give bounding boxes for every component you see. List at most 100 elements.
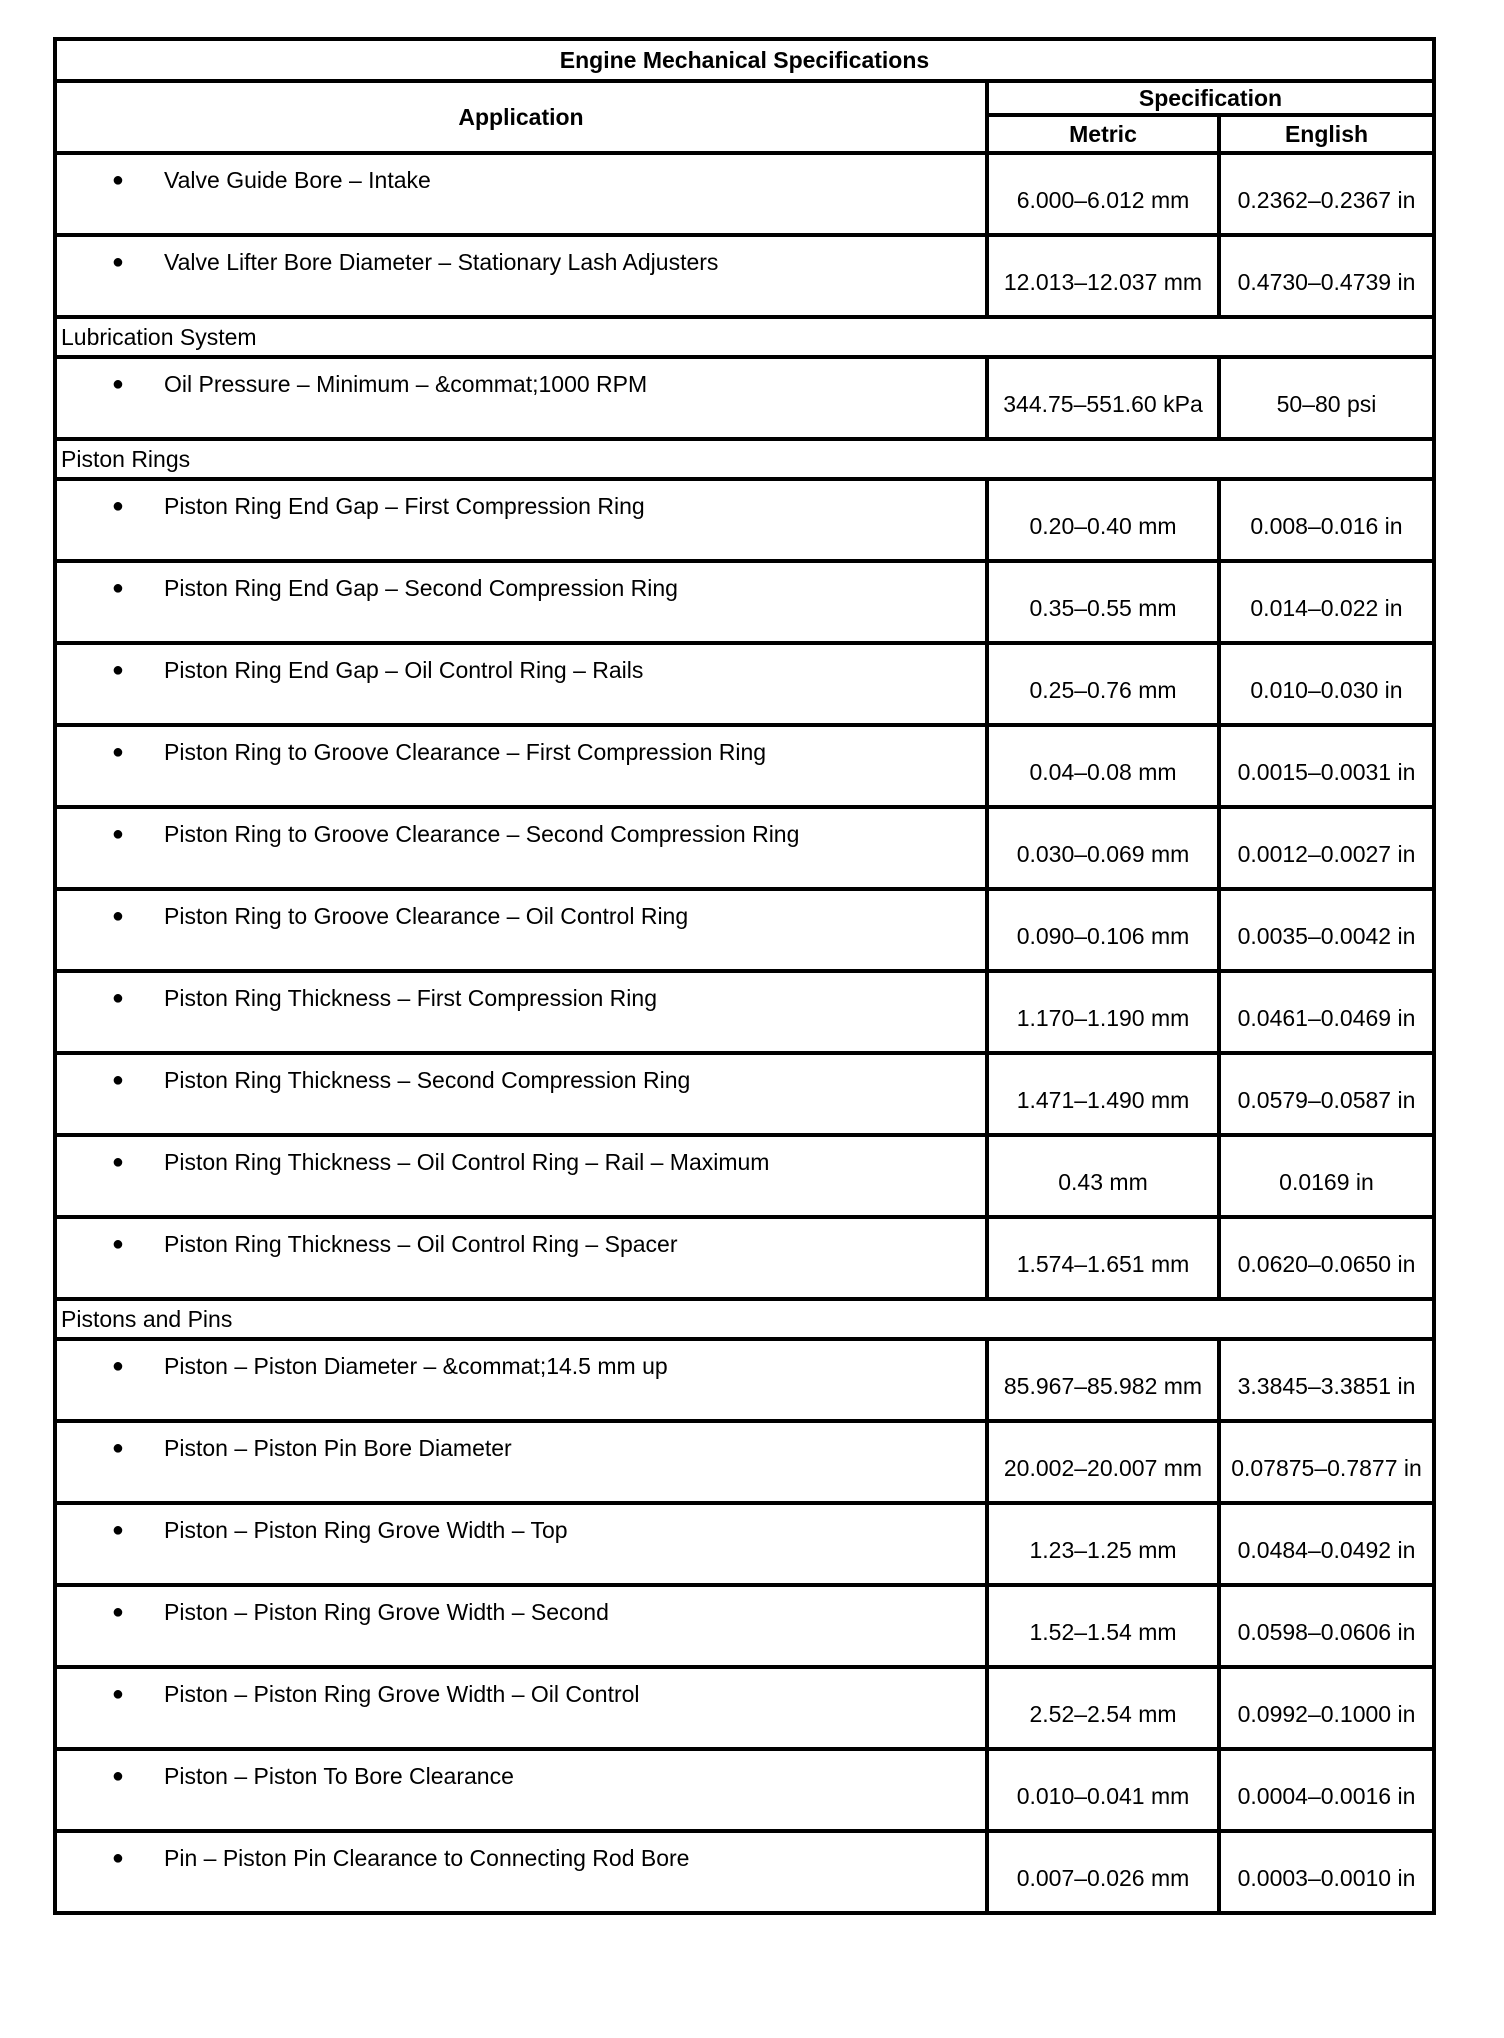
english-value: 0.008–0.016 in [1217, 477, 1436, 563]
table-row: ● Piston Ring to Groove Clearance – Secon… [53, 805, 1436, 891]
table-row: ● Piston Ring End Gap – First Compression… [53, 477, 1436, 563]
metric-value: 344.75–551.60 kPa [985, 355, 1221, 441]
application-text: Piston Ring End Gap – Second Compression… [164, 575, 678, 601]
bullet-icon: ● [111, 1765, 124, 1787]
bullet-icon: ● [111, 1437, 124, 1459]
english-value: 0.0012–0.0027 in [1217, 805, 1436, 891]
english-value: 0.0620–0.0650 in [1217, 1215, 1436, 1301]
english-value: 0.010–0.030 in [1217, 641, 1436, 727]
metric-value: 1.574–1.651 mm [985, 1215, 1221, 1301]
english-value: 0.2362–0.2367 in [1217, 151, 1436, 237]
table-row: ● Piston Ring Thickness – Oil Control Rin… [53, 1215, 1436, 1301]
section-title: Piston Rings [53, 437, 1436, 481]
table-row: ● Valve Lifter Bore Diameter – Stationary… [53, 233, 1436, 319]
section-row: Lubrication System [53, 315, 1436, 359]
engine-specifications-table: Engine Mechanical Specifications Applica… [53, 37, 1436, 1915]
table-row: ● Piston – Piston Pin Bore Diameter 20.002… [53, 1419, 1436, 1505]
application-cell: ● Piston – Piston Ring Grove Width – Seco… [53, 1583, 989, 1669]
bullet-icon: ● [111, 823, 124, 845]
application-text: Piston – Piston Pin Bore Diameter [164, 1435, 512, 1461]
bullet-icon: ● [111, 1683, 124, 1705]
application-text: Piston – Piston To Bore Clearance [164, 1763, 514, 1789]
metric-value: 20.002–20.007 mm [985, 1419, 1221, 1505]
table-row: ● Piston Ring Thickness – Oil Control Rin… [53, 1133, 1436, 1219]
table-row: ● Piston Ring Thickness – First Compressi… [53, 969, 1436, 1055]
metric-value: 1.23–1.25 mm [985, 1501, 1221, 1587]
bullet-icon: ● [111, 659, 124, 681]
table-row: ● Piston – Piston Diameter – &commat;14.5… [53, 1337, 1436, 1423]
table-row: ● Piston Ring Thickness – Second Compress… [53, 1051, 1436, 1137]
application-text: Piston Ring to Groove Clearance – First … [164, 739, 767, 765]
table-title: Engine Mechanical Specifications [53, 37, 1436, 83]
application-text: Valve Lifter Bore Diameter – Stationary … [164, 249, 719, 275]
application-cell: ● Piston – Piston Ring Grove Width – Top [53, 1501, 989, 1587]
application-cell: ● Valve Guide Bore – Intake [53, 151, 989, 237]
table-row: ● Piston Ring End Gap – Oil Control Ring … [53, 641, 1436, 727]
metric-value: 0.090–0.106 mm [985, 887, 1221, 973]
header-metric: Metric [985, 113, 1221, 155]
table-row: ● Piston Ring to Groove Clearance – Oil C… [53, 887, 1436, 973]
english-value: 0.4730–0.4739 in [1217, 233, 1436, 319]
english-value: 3.3845–3.3851 in [1217, 1337, 1436, 1423]
application-text: Piston Ring End Gap – First Compression … [164, 493, 645, 519]
english-value: 0.0461–0.0469 in [1217, 969, 1436, 1055]
english-value: 0.014–0.022 in [1217, 559, 1436, 645]
metric-value: 1.170–1.190 mm [985, 969, 1221, 1055]
bullet-icon: ● [111, 1233, 124, 1255]
application-cell: ● Piston – Piston Diameter – &commat;14.5… [53, 1337, 989, 1423]
table-row: ● Piston – Piston To Bore Clearance 0.010–… [53, 1747, 1436, 1833]
table-row: ● Oil Pressure – Minimum – &commat;1000 R… [53, 355, 1436, 441]
table-row: ● Pin – Piston Pin Clearance to Connectin… [53, 1829, 1436, 1915]
table-row: ● Valve Guide Bore – Intake 6.000–6.012 mm… [53, 151, 1436, 237]
bullet-icon: ● [111, 1151, 124, 1173]
application-cell: ● Piston Ring to Groove Clearance – Oil C… [53, 887, 989, 973]
metric-value: 0.030–0.069 mm [985, 805, 1221, 891]
section-row: Pistons and Pins [53, 1297, 1436, 1341]
table-row: ● Piston Ring to Groove Clearance – First… [53, 723, 1436, 809]
bullet-icon: ● [111, 1519, 124, 1541]
metric-value: 12.013–12.037 mm [985, 233, 1221, 319]
application-text: Piston – Piston Diameter – &commat;14.5 … [164, 1353, 668, 1379]
header-application: Application [53, 79, 989, 155]
application-cell: ● Pin – Piston Pin Clearance to Connectin… [53, 1829, 989, 1915]
metric-value: 0.010–0.041 mm [985, 1747, 1221, 1833]
application-text: Piston – Piston Ring Grove Width – Top [164, 1517, 568, 1543]
application-cell: ● Piston Ring Thickness – Oil Control Rin… [53, 1215, 989, 1301]
application-cell: ● Valve Lifter Bore Diameter – Stationary… [53, 233, 989, 319]
bullet-icon: ● [111, 905, 124, 927]
metric-value: 1.52–1.54 mm [985, 1583, 1221, 1669]
application-cell: ● Piston Ring Thickness – First Compressi… [53, 969, 989, 1055]
bullet-icon: ● [111, 1069, 124, 1091]
application-text: Piston Ring Thickness – First Compressio… [164, 985, 657, 1011]
application-text: Piston Ring to Groove Clearance – Oil Co… [164, 903, 689, 929]
application-text: Piston – Piston Ring Grove Width – Oil C… [164, 1681, 640, 1707]
english-value: 0.0003–0.0010 in [1217, 1829, 1436, 1915]
application-cell: ● Piston – Piston Ring Grove Width – Oil … [53, 1665, 989, 1751]
english-value: 0.0035–0.0042 in [1217, 887, 1436, 973]
bullet-icon: ● [111, 1847, 124, 1869]
bullet-icon: ● [111, 251, 124, 273]
english-value: 0.0169 in [1217, 1133, 1436, 1219]
bullet-icon: ● [111, 577, 124, 599]
application-text: Piston Ring to Groove Clearance – Second… [164, 821, 800, 847]
english-value: 0.0598–0.0606 in [1217, 1583, 1436, 1669]
table-row: ● Piston – Piston Ring Grove Width – Seco… [53, 1583, 1436, 1669]
metric-value: 1.471–1.490 mm [985, 1051, 1221, 1137]
header-english: English [1217, 113, 1436, 155]
metric-value: 0.20–0.40 mm [985, 477, 1221, 563]
header-specification: Specification [985, 79, 1436, 117]
table-row: ● Piston – Piston Ring Grove Width – Top 1… [53, 1501, 1436, 1587]
application-cell: ● Piston – Piston To Bore Clearance [53, 1747, 989, 1833]
metric-value: 0.25–0.76 mm [985, 641, 1221, 727]
application-cell: ● Piston Ring Thickness – Second Compress… [53, 1051, 989, 1137]
application-text: Oil Pressure – Minimum – &commat;1000 RP… [164, 371, 648, 397]
bullet-icon: ● [111, 495, 124, 517]
table-row: ● Piston – Piston Ring Grove Width – Oil … [53, 1665, 1436, 1751]
application-text: Piston Ring Thickness – Oil Control Ring… [164, 1149, 770, 1175]
application-text: Piston Ring Thickness – Second Compressi… [164, 1067, 691, 1093]
metric-value: 6.000–6.012 mm [985, 151, 1221, 237]
section-title: Pistons and Pins [53, 1297, 1436, 1341]
application-cell: ● Piston Ring to Groove Clearance – Secon… [53, 805, 989, 891]
application-text: Valve Guide Bore – Intake [164, 167, 431, 193]
application-cell: ● Piston Ring End Gap – Second Compressio… [53, 559, 989, 645]
